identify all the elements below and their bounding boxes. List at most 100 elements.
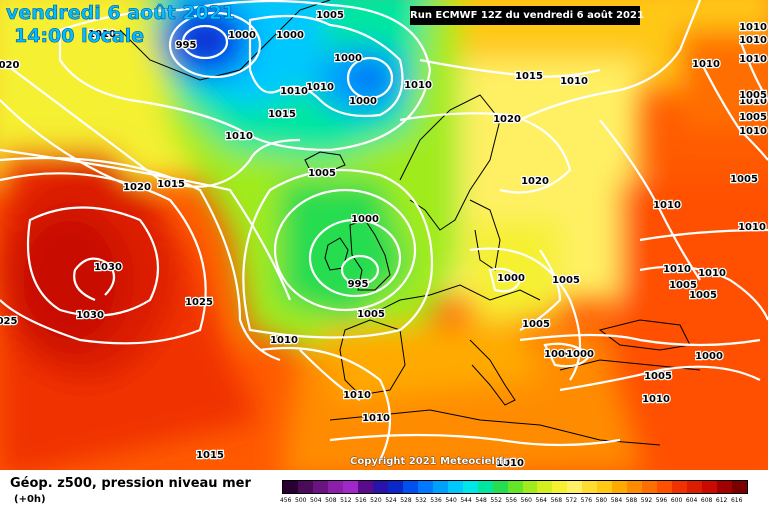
color-scale-label: 528	[400, 497, 412, 504]
color-scale-swatch	[462, 481, 478, 493]
color-scale-label: 592	[640, 497, 653, 504]
isobar-1010-central	[242, 168, 434, 339]
isobar-1005-middle-east	[639, 265, 768, 321]
color-scale-label: 516	[355, 497, 367, 504]
pressure-label: 1010	[642, 394, 670, 405]
color-scale-swatch	[537, 481, 553, 493]
color-scale-swatch	[612, 481, 628, 493]
isobar-1010-africa	[329, 433, 621, 447]
isobar-1010-iberia	[299, 349, 361, 401]
color-scale-label: 520	[370, 497, 382, 504]
copyright-notice: Copyright 2021 Meteociel.fr	[350, 456, 508, 467]
color-scale-swatch	[387, 481, 403, 493]
isobar-1000-balkans	[488, 267, 522, 293]
color-scale-label: 576	[580, 497, 593, 504]
pressure-label: 1005	[522, 319, 550, 330]
pressure-label: 1000	[334, 53, 362, 64]
pressure-label: 1000	[695, 351, 723, 362]
color-scale-swatch	[597, 481, 613, 493]
isobar-1000-black-sea	[543, 342, 592, 368]
isobars	[0, 0, 768, 461]
color-scale-label: 580	[595, 497, 608, 504]
isobar-1020-high	[0, 156, 281, 362]
color-scale-label: 540	[445, 497, 457, 504]
pressure-label: 1010	[306, 82, 334, 93]
isobar-high-1030-inner	[73, 257, 116, 302]
pressure-label: 1000	[566, 349, 594, 360]
pressure-label: 1005	[644, 371, 672, 382]
pressure-label: 1000	[349, 96, 377, 107]
isobar-1010-south	[259, 346, 392, 461]
isobar-1015-high	[0, 148, 292, 301]
isobar-low-greenland-1000	[168, 11, 262, 79]
forecast-date: vendredi 6 août 2021	[6, 2, 236, 25]
isobar-low-uk-1000	[308, 218, 402, 298]
forecast-time: 14:00 locale	[14, 25, 145, 48]
pressure-label: 1010	[692, 59, 720, 70]
color-scale-swatch	[702, 481, 718, 493]
pressure-label: 025	[0, 316, 17, 327]
color-scale-label: 504	[310, 497, 322, 504]
north-africa-coast	[329, 409, 661, 446]
color-scale-swatch	[732, 481, 748, 493]
color-scale-label: 508	[325, 497, 337, 504]
color-scale-swatch	[492, 481, 508, 493]
pressure-label: 1000	[497, 273, 525, 284]
color-scale-swatch	[312, 481, 328, 493]
italy-coast	[469, 339, 516, 406]
forecast-offset: (+0h)	[14, 494, 46, 505]
pressure-label: 1010	[496, 458, 524, 469]
isobar-1010-east-2	[599, 119, 701, 281]
color-scale-swatch	[417, 481, 433, 493]
pressure-labels: 995 1000 1000 1005 1000 1000 1010 1010 1…	[0, 9, 768, 470]
britain-coast	[349, 219, 391, 291]
color-scale	[282, 480, 748, 494]
color-scale-label: 456	[279, 497, 292, 504]
pressure-label: 020	[0, 60, 19, 71]
color-scale-swatch	[402, 481, 418, 493]
pressure-label: 1010	[663, 264, 691, 275]
isobar-1015-north	[0, 59, 301, 188]
pressure-label: 1020	[521, 176, 549, 187]
pressure-label: 1010	[560, 76, 588, 87]
pressure-label: 1010	[404, 80, 432, 91]
color-scale-swatch	[283, 481, 298, 493]
isobar-1005-balkans	[469, 247, 582, 381]
color-scale-label: 584	[610, 497, 623, 504]
color-scale-swatch	[687, 481, 703, 493]
color-scale-label: 536	[430, 497, 442, 504]
color-scale-swatch	[657, 481, 673, 493]
isobar-1010-east	[519, 0, 702, 121]
color-scale-swatch	[477, 481, 493, 493]
pressure-label: 1010	[698, 268, 726, 279]
pressure-label: 1005	[552, 275, 580, 286]
isobar-low-uk-1005	[273, 188, 417, 312]
pressure-label: 1005	[739, 112, 767, 123]
pressure-label: 1005	[308, 168, 336, 179]
pressure-label: 1015	[268, 109, 296, 120]
color-scale-label: 556	[505, 497, 517, 504]
isobar-high-1025	[0, 172, 207, 345]
color-scale-swatch	[327, 481, 343, 493]
isobar-low-iceland-1000	[346, 56, 394, 100]
color-scale-label: 532	[415, 497, 427, 504]
color-scale-swatch	[567, 481, 583, 493]
pressure-label: 995	[176, 40, 197, 51]
pressure-label: 1015	[515, 71, 543, 82]
color-scale-swatch	[642, 481, 658, 493]
color-scale-labels: 456 500 504 508 512 516 520 524 528 532 536 540 544 5…	[279, 497, 762, 507]
scandinavia-coast	[399, 94, 501, 231]
color-scale-label: 564	[535, 497, 547, 504]
pressure-label: 1030	[76, 310, 104, 321]
isobar-1010-north	[58, 0, 432, 152]
pressure-label: 1010	[343, 390, 371, 401]
pressure-label: 1010	[653, 200, 681, 211]
color-scale-swatch	[717, 481, 733, 493]
isobar-1005-far-east	[738, 39, 768, 101]
isobar-1015-east	[419, 58, 601, 78]
pressure-label: 1000	[544, 349, 572, 360]
pressure-label: 1010	[739, 54, 767, 65]
pressure-label: 1010	[738, 222, 766, 233]
color-scale-swatch	[297, 481, 313, 493]
pressure-label: 1010	[280, 86, 308, 97]
